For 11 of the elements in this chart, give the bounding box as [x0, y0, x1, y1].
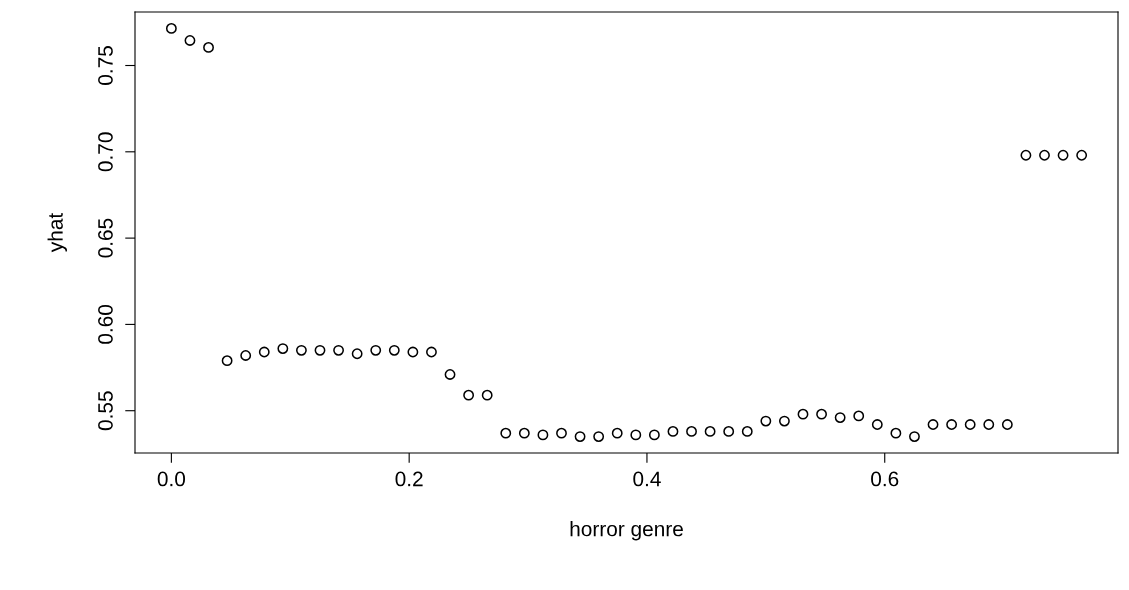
- y-tick-label: 0.60: [98, 304, 113, 344]
- y-axis-title: yhat: [47, 212, 67, 253]
- x-tick-label: 0.4: [633, 471, 661, 487]
- y-tick-label: 0.65: [98, 218, 113, 258]
- x-axis-title: horror genre: [570, 521, 683, 541]
- x-tick-label: 0.2: [395, 471, 423, 487]
- y-tick-label: 0.55: [98, 391, 113, 431]
- y-tick-label: 0.70: [98, 132, 113, 172]
- x-tick-label: 0.0: [157, 471, 186, 487]
- x-tick-label: 0.6: [871, 471, 899, 487]
- y-tick-label: 0.75: [98, 46, 113, 85]
